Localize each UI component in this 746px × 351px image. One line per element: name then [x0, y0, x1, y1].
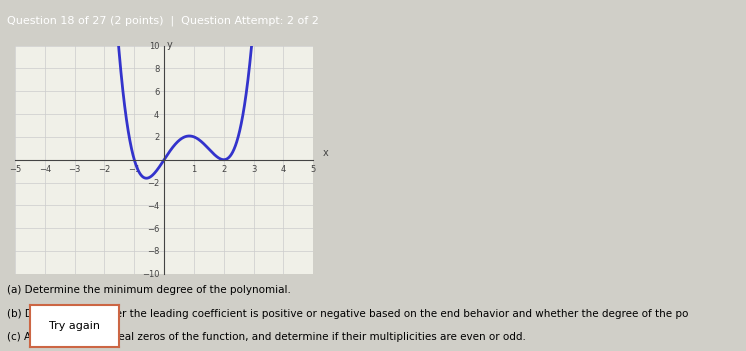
Text: y: y [167, 40, 173, 50]
Text: (a) Determine the minimum degree of the polynomial.: (a) Determine the minimum degree of the … [7, 285, 292, 295]
Text: (c) Approximate the real zeros of the function, and determine if their multiplic: (c) Approximate the real zeros of the fu… [7, 332, 527, 342]
Text: x: x [322, 148, 328, 158]
Text: Try again: Try again [49, 322, 100, 331]
Text: Question 18 of 27 (2 points)  |  Question Attempt: 2 of 2: Question 18 of 27 (2 points) | Question … [7, 16, 319, 26]
Text: (b) Determine whether the leading coefficient is positive or negative based on t: (b) Determine whether the leading coeffi… [7, 309, 689, 318]
